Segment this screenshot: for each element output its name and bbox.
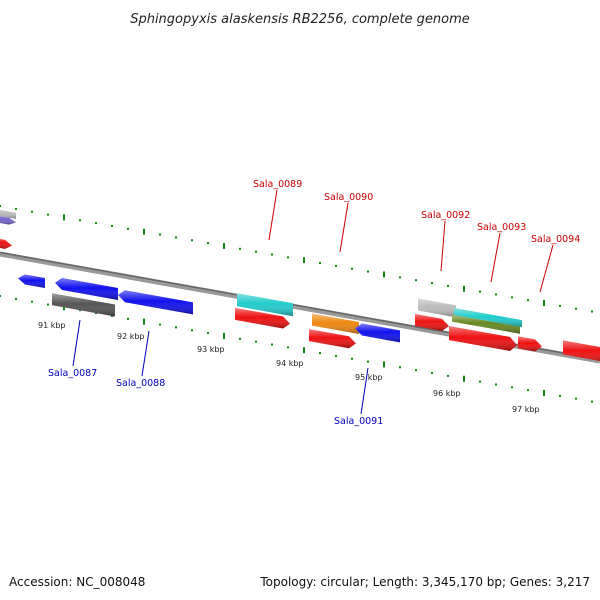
leader-sala-0094 (539, 244, 554, 293)
kbp-label: 97 kbp (512, 405, 540, 414)
leader-sala-0089 (268, 189, 278, 241)
gene-label-sala-0088[interactable]: Sala_0088 (116, 378, 165, 389)
gene-label-sala-0087[interactable]: Sala_0087 (48, 368, 97, 379)
gene-block-gray-shade (52, 293, 115, 317)
leader-sala-0091 (360, 367, 369, 415)
gene-arrow-red-shade (235, 307, 290, 329)
gene-arrow-blue-shade (55, 278, 118, 301)
gene-arrow-red-shade (518, 336, 542, 352)
kbp-label: 95 kbp (355, 373, 383, 382)
inner-tick-track (0, 295, 593, 403)
accession-text: Accession: NC_008048 (9, 575, 145, 589)
map-title: Sphingopyxis alaskensis RB2256, complete… (130, 12, 470, 27)
leader-sala-0090 (339, 202, 349, 253)
gene-label-sala-0091[interactable]: Sala_0091 (334, 416, 383, 427)
kbp-label: 96 kbp (433, 389, 461, 398)
leader-sala-0088 (141, 330, 150, 377)
gene-block-olive-shade (452, 314, 520, 334)
gene-block-lightgray-shade (418, 298, 456, 318)
kbp-label: 91 kbp (38, 321, 66, 330)
gene-label-sala-0093[interactable]: Sala_0093 (477, 222, 526, 233)
gene-block-cyan-shade (237, 293, 293, 317)
gene-block-cyan-shade (454, 307, 522, 328)
gene-block-gray-top-shade (0, 209, 16, 219)
gene-arrow-red-shade (449, 326, 517, 351)
gene-arrow-blue-shade (355, 323, 400, 343)
leader-sala-0093 (490, 232, 501, 283)
kbp-label: 92 kbp (117, 332, 145, 341)
gene-arrow-red-shade (563, 340, 600, 361)
kbp-labels: 91 kbp 92 kbp 93 kbp 94 kbp 95 kbp 96 kb… (38, 321, 540, 414)
label-leaders (72, 189, 554, 415)
kbp-label: 94 kbp (276, 359, 304, 368)
gene-label-sala-0090[interactable]: Sala_0090 (324, 192, 373, 203)
gene-arrow-blue-shade (118, 290, 193, 315)
leader-sala-0087 (72, 319, 81, 367)
gene-arrow-red-shade (309, 329, 356, 349)
gene-features (0, 209, 600, 361)
gene-block-orange-shade (312, 313, 359, 335)
gene-arrow-red-shade (415, 314, 449, 331)
topology-text: Topology: circular; Length: 3,345,170 bp… (259, 575, 590, 589)
gene-labels: Sala_0089 Sala_0090 Sala_0092 Sala_0093 … (48, 179, 580, 427)
gene-label-sala-0092[interactable]: Sala_0092 (421, 210, 470, 221)
leader-sala-0092 (440, 220, 446, 272)
gene-label-sala-0094[interactable]: Sala_0094 (531, 234, 580, 245)
kbp-label: 93 kbp (197, 345, 225, 354)
outer-tick-track (0, 205, 593, 313)
gene-arrow-blue-shade (18, 274, 45, 289)
gene-label-sala-0089[interactable]: Sala_0089 (253, 179, 302, 190)
gene-block-purple-shade (0, 215, 16, 225)
gene-arrow-red-shade (0, 238, 12, 249)
